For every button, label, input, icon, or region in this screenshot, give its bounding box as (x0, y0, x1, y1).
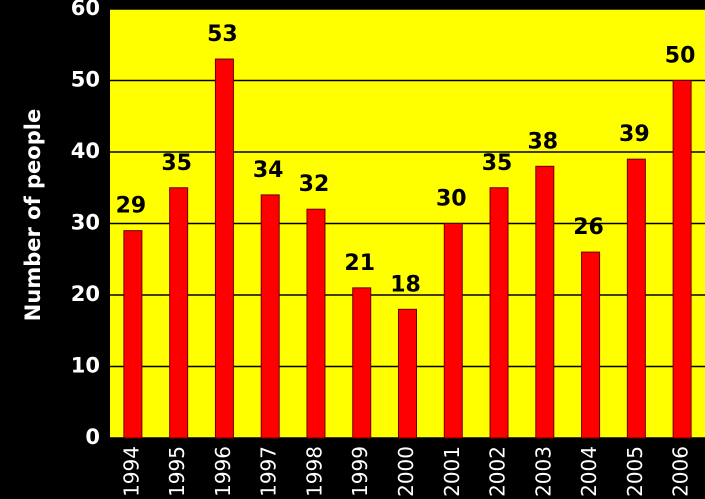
bar (398, 308, 417, 439)
y-tick-label: 50 (71, 68, 100, 92)
value-label: 21 (344, 251, 375, 276)
value-label: 30 (436, 187, 467, 212)
value-label: 35 (482, 151, 513, 176)
bar (489, 187, 509, 439)
bar (581, 251, 601, 439)
y-tick-label: 40 (71, 139, 100, 163)
value-label: 34 (253, 158, 284, 183)
bar (169, 187, 189, 439)
x-tick-label: 2003 (531, 446, 555, 497)
bar (535, 165, 555, 439)
y-tick-label: 0 (85, 425, 100, 449)
value-label: 29 (116, 194, 147, 219)
x-tick-label: 2002 (486, 446, 510, 497)
x-tick-label: 2001 (440, 446, 464, 497)
bar (443, 223, 463, 439)
bar (123, 230, 143, 439)
value-label: 38 (527, 129, 558, 154)
x-tick-label: 1998 (302, 446, 326, 497)
bar (306, 208, 326, 439)
y-tick-label: 10 (71, 354, 100, 378)
x-tick-label: 1994 (119, 446, 143, 497)
value-label: 53 (207, 22, 238, 47)
value-label: 50 (665, 44, 696, 69)
x-tick-label: 1999 (348, 446, 372, 497)
x-tick-label: 2005 (623, 446, 647, 497)
y-axis-label: Number of people (21, 109, 45, 321)
x-tick-label: 2004 (577, 446, 601, 497)
value-label: 32 (299, 172, 330, 197)
value-label: 39 (619, 122, 650, 147)
bar (214, 58, 234, 439)
y-tick-label: 20 (71, 282, 100, 306)
bar (672, 80, 692, 439)
y-tick-label: 60 (71, 0, 100, 20)
value-label: 35 (161, 151, 192, 176)
x-tick-label: 2000 (394, 446, 418, 497)
x-tick-label: 1995 (165, 446, 189, 497)
bar (260, 194, 280, 439)
y-tick-label: 30 (71, 211, 100, 235)
bar (352, 287, 372, 439)
x-tick-label: 1997 (257, 446, 281, 497)
bar (626, 158, 646, 439)
x-tick-label: 2006 (669, 446, 693, 497)
value-label: 26 (573, 215, 604, 240)
value-label: 18 (390, 272, 421, 297)
x-tick-label: 1996 (211, 446, 235, 497)
